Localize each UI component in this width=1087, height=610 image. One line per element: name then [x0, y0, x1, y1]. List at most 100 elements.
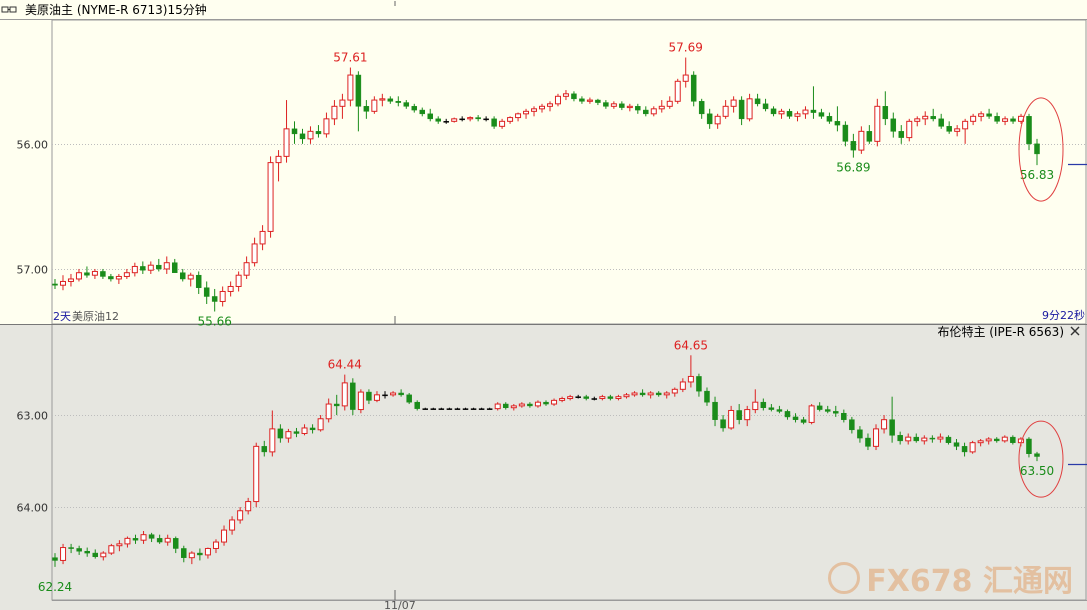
brent-candle-body	[704, 390, 710, 403]
wti-candle-body	[610, 103, 617, 107]
brent-candle-body	[277, 428, 284, 439]
brent-candle-body	[60, 547, 67, 561]
wti-candle-body	[84, 272, 90, 276]
wti-candle-body	[291, 128, 298, 135]
wti-candle-body	[435, 118, 441, 122]
brent-candle-body	[518, 403, 525, 407]
wti-candle-body	[802, 109, 809, 115]
wti-candle-body	[100, 271, 106, 277]
wti-candle-body	[467, 117, 474, 120]
wti-candle-body	[810, 109, 817, 113]
brent-candle-body	[470, 408, 477, 410]
wti-candle-body	[75, 272, 82, 280]
brent-candle-body	[446, 408, 453, 410]
brent-candle-body	[398, 392, 404, 396]
wti-candle-body	[962, 120, 969, 130]
wti-candle-body	[339, 99, 346, 107]
wti-candle-body	[890, 118, 897, 132]
brent-candle-body	[792, 416, 799, 420]
wti-candle-body	[523, 110, 530, 115]
wti-candle-body	[586, 99, 593, 102]
wti-candle-body	[179, 272, 186, 280]
brent-candle-body	[841, 412, 847, 420]
brent-candle-body	[188, 552, 195, 559]
wti-candle-body	[658, 105, 665, 110]
brent-candle-body	[889, 419, 895, 436]
brent-candle-body	[1026, 438, 1032, 454]
wti-candle-body	[930, 116, 936, 120]
brent-candle-body	[261, 446, 268, 453]
brent-candle-body	[100, 552, 107, 558]
brent-candle-body	[245, 501, 252, 512]
brent-candle-body	[615, 396, 622, 400]
wti-candle-body	[475, 117, 481, 120]
wti-candle-body	[172, 262, 178, 273]
panel-menu-icon[interactable]	[1, 6, 17, 13]
brent-candle-body	[116, 543, 123, 547]
brent-candle-body	[833, 411, 839, 414]
brent-candle-body	[591, 398, 598, 400]
bottom-panel-close-icon[interactable]	[1070, 326, 1080, 336]
wti-candle-body	[235, 274, 242, 287]
brent-candle-body	[197, 552, 203, 556]
wti-candle-body	[994, 116, 1000, 122]
wti-candle-body	[203, 287, 210, 297]
wti-high-annotation: 57.69	[669, 41, 703, 55]
wti-candle-body	[858, 130, 865, 151]
wti-candle-body	[115, 275, 122, 280]
brent-candle-body	[752, 401, 759, 411]
wti-candle-body	[842, 124, 849, 142]
brent-candle-body	[406, 394, 412, 403]
wti-candle-body	[603, 102, 609, 107]
brent-candle-body	[687, 375, 694, 383]
brent-candle-body	[124, 537, 131, 545]
wti-y-tick-label: 56.00	[17, 139, 49, 152]
wti-candle-body	[531, 108, 538, 112]
wti-candle-body	[163, 262, 170, 270]
wti-candle-body	[59, 280, 66, 286]
wti-candle-body	[52, 283, 58, 286]
wti-candle-body	[619, 103, 625, 108]
brent-candle-body	[382, 394, 388, 397]
wti-candle-body	[643, 109, 649, 115]
wti-candle-body	[954, 128, 961, 132]
brent-candle-body	[583, 396, 589, 399]
wti-candle-body	[195, 274, 202, 288]
wti-low-annotation: 56.83	[1020, 168, 1054, 182]
brent-candle-body	[543, 401, 549, 405]
wti-candle-body	[978, 113, 985, 117]
watermark: FX678 汇通网	[828, 556, 1073, 600]
wti-candle-body	[355, 74, 362, 107]
wti-candle-body	[850, 141, 857, 151]
brent-candle-body	[350, 382, 356, 410]
wti-candle-body	[91, 270, 98, 276]
brent-candle-body	[720, 419, 726, 429]
brent-candle-body	[800, 419, 807, 423]
brent-candle-body	[68, 547, 74, 549]
top-panel-title: 美原油主 (NYME-R 6713)15分钟	[25, 2, 207, 17]
wti-candle-body	[746, 98, 753, 120]
wti-candle-body	[906, 120, 913, 139]
wti-candle-body	[882, 106, 889, 120]
brent-candle-body	[953, 442, 960, 447]
wti-y-tick-label: 57.00	[17, 264, 49, 277]
brent-candle-body	[816, 405, 823, 410]
brent-candle-body	[824, 409, 831, 412]
wti-candle-body	[459, 118, 465, 121]
brent-candle-body	[712, 401, 718, 420]
brent-candle-body	[357, 391, 364, 411]
brent-y-tick-label: 63.00	[17, 410, 49, 423]
brent-candle-body	[599, 396, 606, 400]
wti-candle-body	[698, 101, 705, 115]
bottom-panel-title: 布伦特主 (IPE-R 6563)	[937, 324, 1064, 339]
brent-candle-body	[647, 392, 654, 396]
brent-candle-body	[849, 419, 855, 431]
brent-candle-body	[140, 534, 147, 541]
brent-candle-body	[293, 431, 300, 434]
brent-candle-body	[164, 537, 171, 543]
wti-candle-body	[403, 102, 410, 107]
wti-candle-body	[674, 80, 681, 102]
wti-candle-body	[156, 264, 162, 270]
wti-candle-body	[515, 113, 522, 119]
